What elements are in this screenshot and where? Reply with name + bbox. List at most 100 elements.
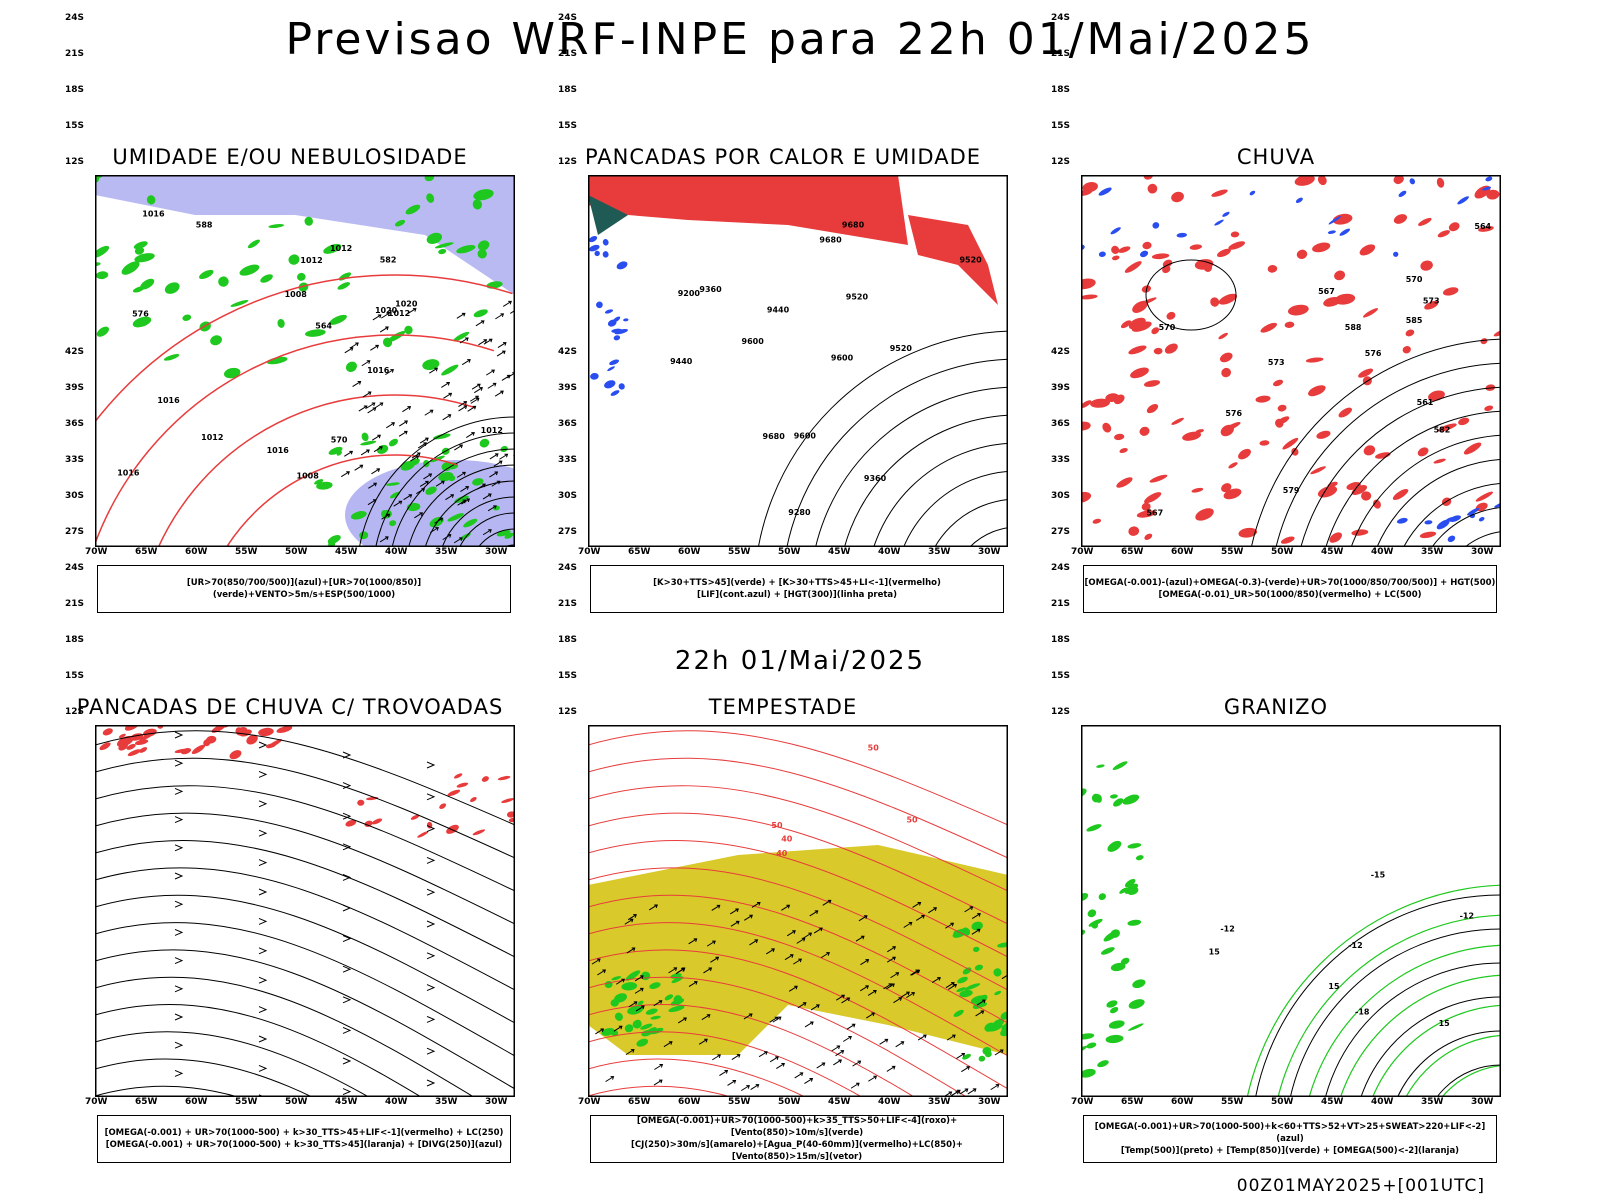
wind850-area — [962, 1053, 971, 1060]
rain-area — [1255, 395, 1271, 403]
wind850-area — [645, 1008, 658, 1015]
streamline — [95, 976, 475, 1097]
lat-tick-label: 15S — [1051, 121, 1071, 131]
wind-vector — [634, 975, 644, 982]
rain-area — [1128, 345, 1147, 355]
omega-area — [1328, 215, 1342, 225]
thickness-line — [95, 334, 495, 547]
rain-area — [1238, 448, 1251, 460]
thunder-area — [191, 744, 206, 755]
thunder-area — [237, 727, 248, 733]
lat-tick-label: 18S — [558, 85, 578, 95]
omega-area — [1409, 178, 1416, 185]
wind-vector — [903, 921, 913, 928]
moisture-contour — [268, 223, 284, 229]
moisture-contour — [121, 261, 140, 275]
rain-area — [1218, 332, 1228, 340]
rain-area — [1351, 529, 1369, 536]
rain-area — [1375, 452, 1391, 459]
contour-label: 1012 — [330, 244, 352, 253]
thunder-area — [497, 775, 511, 781]
streamline — [95, 730, 515, 826]
wind-vector — [402, 406, 412, 413]
streamline-arrow — [426, 984, 436, 992]
moisture-contour — [388, 438, 399, 447]
contour-label: 588 — [196, 220, 213, 229]
rain-area — [1361, 491, 1372, 501]
moisture-contour — [448, 475, 456, 482]
moisture-contour — [441, 364, 459, 376]
contour-label: 9600 — [831, 354, 854, 363]
wind-vector — [961, 1066, 971, 1073]
rain-area — [1195, 429, 1204, 434]
wind850-area — [993, 968, 1002, 977]
wind-vector — [915, 914, 925, 921]
rain-area — [1111, 245, 1120, 254]
lon-tick-label: 70W — [1071, 547, 1094, 557]
rain-area — [1393, 214, 1408, 224]
rain-area — [1287, 304, 1309, 316]
lon-tick-label: 60W — [1171, 1097, 1194, 1107]
contour-label: 585 — [1406, 316, 1423, 325]
contour-label: 576 — [132, 309, 149, 318]
wind-vector — [487, 382, 497, 389]
hgt500-contour — [1275, 362, 1501, 547]
thunder-area — [229, 750, 242, 760]
moisture-contour — [438, 248, 447, 255]
rain-area — [1142, 241, 1152, 250]
contour-label: -12 — [1220, 925, 1234, 934]
wind-vector — [917, 1034, 927, 1041]
rain-area — [1124, 261, 1142, 273]
legend-line: [Temp(500)](preto) + [Temp(850)](verde) … — [1120, 1146, 1460, 1156]
streamline-arrow — [342, 751, 352, 759]
moisture-contour — [199, 269, 214, 280]
thunder-area — [472, 829, 486, 836]
temp850-contour — [1127, 886, 1139, 895]
moisture-contour — [328, 446, 343, 455]
wind-vector — [711, 904, 721, 911]
omega-area — [1457, 196, 1469, 205]
streamline-arrow — [174, 1013, 184, 1021]
lat-tick-label: 18S — [1051, 85, 1071, 95]
moisture-contour — [479, 438, 490, 448]
moisture-contour — [453, 331, 470, 342]
rain-area — [1480, 338, 1488, 345]
temp500-contour — [1360, 996, 1501, 1097]
panel-tempestade: TEMPESTADE 50 50 40 50 40 [OMEGA(-0.001)+UR>… — [548, 347, 1018, 1165]
omega-area — [1339, 228, 1351, 236]
lif-contour — [604, 309, 614, 314]
rain-area — [1363, 445, 1376, 456]
wind-vector — [730, 920, 740, 927]
lif-contour — [618, 383, 625, 390]
wind850-area — [611, 976, 622, 981]
lat-tick-label: 24S — [1051, 563, 1071, 573]
streamline-arrow — [258, 829, 268, 837]
wind-vector — [381, 513, 391, 520]
instability-area — [588, 175, 908, 245]
lat-tick-label: 33S — [1051, 455, 1071, 465]
wind-vector — [502, 300, 512, 307]
wind850-area — [650, 1015, 661, 1020]
wind-vector — [719, 1070, 729, 1076]
rain-area — [1312, 242, 1331, 253]
lon-tick-label: 40W — [385, 547, 408, 557]
panel-legend: [UR>70(850/700/500)](azul)+[UR>70(1000/8… — [97, 565, 511, 613]
contour-label: 9520 — [890, 344, 913, 353]
streamline — [588, 812, 1008, 925]
rain-area — [1280, 536, 1295, 544]
wind-vector — [482, 529, 492, 536]
wind850-area — [964, 983, 981, 991]
wind-vector — [928, 907, 938, 914]
rain-area — [1419, 531, 1437, 539]
wind-vector — [893, 997, 903, 1004]
wind-vector — [858, 915, 868, 922]
lat-tick-label: 42S — [1051, 347, 1071, 357]
moisture-contour — [360, 440, 377, 446]
moisture-contour — [316, 481, 333, 490]
moisture-contour — [361, 432, 369, 442]
wind-vector — [701, 1014, 711, 1021]
lon-tick-label: 65W — [135, 1097, 158, 1107]
lat-tick-label: 39S — [1051, 383, 1071, 393]
thickness-line — [157, 394, 476, 547]
wind-vector — [950, 1090, 960, 1097]
